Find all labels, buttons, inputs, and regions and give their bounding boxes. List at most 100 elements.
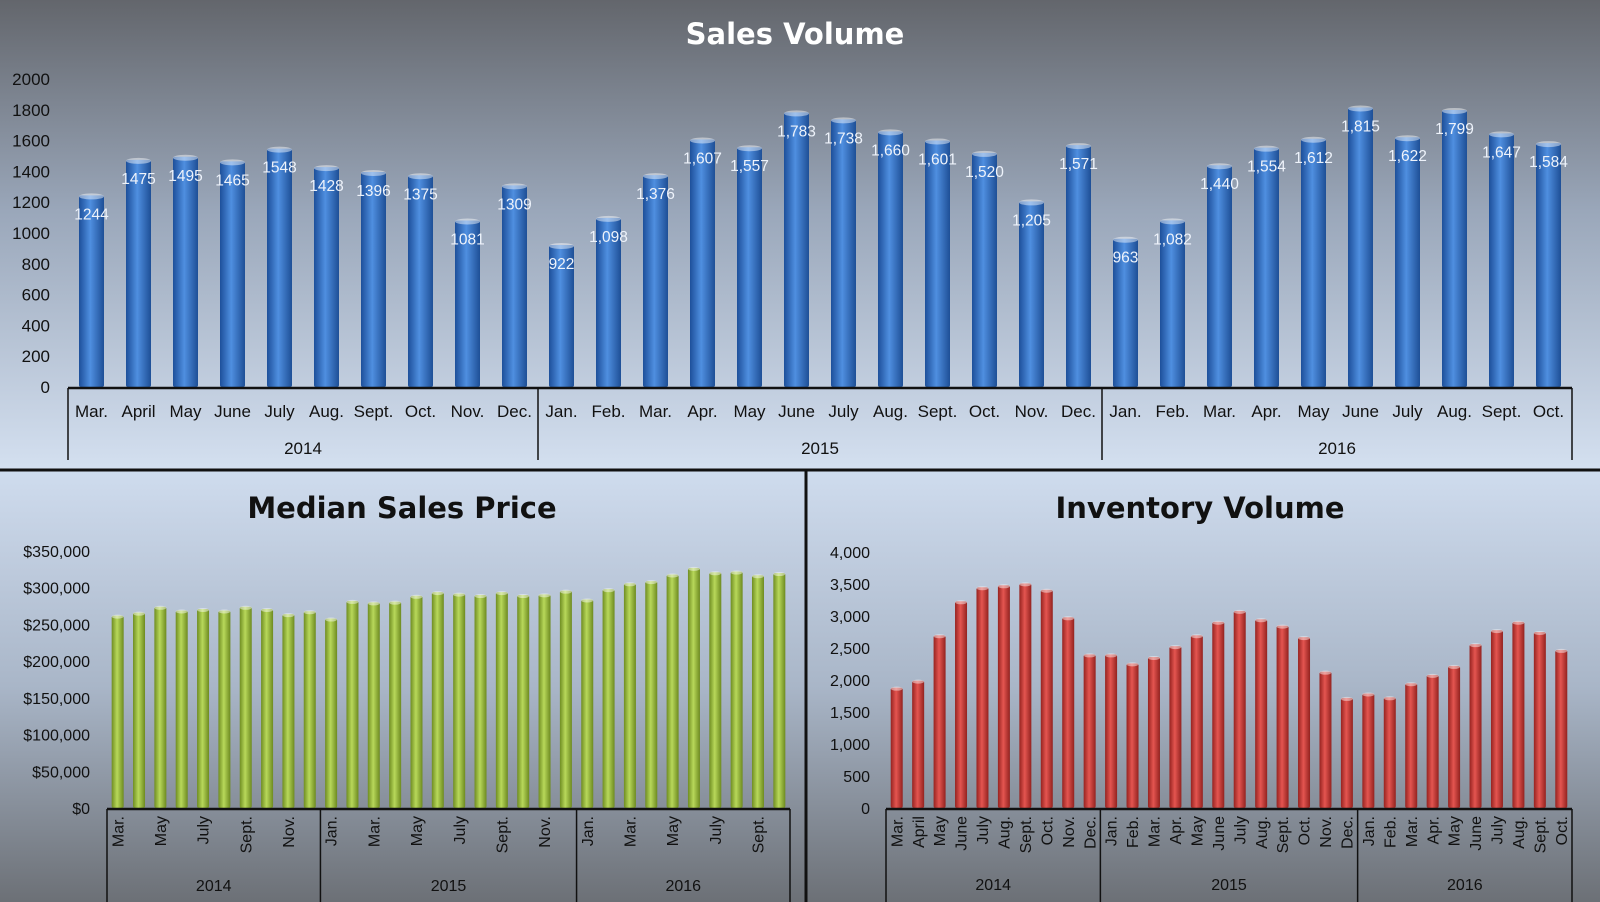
x-tick-label: June — [1468, 816, 1485, 851]
bar-highlight — [1019, 582, 1032, 587]
bar — [784, 112, 809, 387]
x-tick-label: Jan. — [1361, 816, 1378, 846]
bar-highlight — [1212, 620, 1225, 625]
bar-highlight — [878, 129, 903, 136]
bar-highlight — [643, 173, 668, 180]
x-tick-label: July — [196, 816, 213, 844]
y-tick-label: $350,000 — [23, 544, 90, 561]
bar — [1160, 220, 1185, 387]
bar-highlight — [1469, 643, 1482, 648]
data-label: 1,660 — [871, 142, 910, 159]
x-tick-label: Feb. — [1125, 816, 1142, 848]
y-tick-label: 4,000 — [830, 545, 870, 562]
bar — [346, 600, 359, 808]
data-label: 1,738 — [824, 130, 863, 147]
x-tick-label: Oct. — [1297, 816, 1314, 845]
bar-highlight — [502, 183, 527, 190]
bar-highlight — [220, 159, 245, 166]
x-tick-label: Sept. — [1018, 816, 1035, 853]
x-tick-label: Sept. — [1275, 816, 1292, 853]
x-tick-label: May — [932, 816, 949, 846]
data-label: 1,647 — [1482, 144, 1521, 161]
x-tick-label: June — [778, 402, 815, 421]
y-tick-label: 1200 — [12, 193, 50, 212]
bar — [389, 601, 402, 808]
bar — [220, 161, 245, 387]
bar — [890, 687, 903, 808]
data-label: 1396 — [356, 183, 390, 200]
data-label: 1,440 — [1200, 176, 1239, 193]
x-tick-label: Feb. — [1155, 402, 1189, 421]
bar-highlight — [173, 154, 198, 161]
bar-highlight — [126, 157, 151, 164]
y-tick-label: 200 — [22, 347, 50, 366]
bar — [538, 594, 551, 808]
bar-highlight — [154, 605, 167, 610]
y-tick-label: 600 — [22, 286, 50, 305]
x-tick-label: Mar. — [75, 402, 108, 421]
bar-highlight — [997, 584, 1010, 589]
data-label: 1375 — [403, 186, 437, 203]
bar-highlight — [1448, 664, 1461, 669]
x-tick-label: July — [828, 402, 859, 421]
bar — [623, 583, 636, 808]
bar — [1233, 610, 1246, 808]
bar — [645, 581, 658, 808]
y-tick-label: $100,000 — [23, 728, 90, 745]
x-tick-label: Apr. — [1168, 816, 1185, 844]
bar-highlight — [1207, 163, 1232, 170]
bar — [1555, 649, 1568, 808]
x-tick-label: May — [1447, 816, 1464, 846]
bar — [314, 167, 339, 387]
data-label: 1,601 — [918, 151, 957, 168]
bar-highlight — [912, 679, 925, 684]
bar — [559, 590, 572, 808]
x-tick-label: May — [1297, 402, 1330, 421]
bar-highlight — [267, 146, 292, 153]
bar — [173, 156, 198, 387]
bar-highlight — [303, 610, 316, 615]
bar-highlight — [1362, 692, 1375, 697]
bar — [1255, 619, 1268, 808]
bar — [1019, 583, 1032, 808]
bar-highlight — [955, 600, 968, 605]
x-tick-label: Sept. — [751, 816, 768, 853]
bar — [976, 587, 989, 808]
x-tick-label: July — [708, 816, 725, 844]
bar-highlight — [1255, 618, 1268, 623]
data-label: 1,584 — [1529, 154, 1568, 171]
bar-highlight — [1489, 131, 1514, 138]
bar — [596, 217, 621, 387]
bar — [1212, 621, 1225, 808]
y-tick-label: 500 — [843, 769, 870, 786]
bar-highlight — [1190, 634, 1203, 639]
bar — [1062, 617, 1075, 808]
x-tick-label: Oct. — [1554, 816, 1571, 845]
bar — [410, 595, 423, 808]
bar-highlight — [495, 591, 508, 596]
x-tick-label: Mar. — [889, 816, 906, 847]
bar — [517, 595, 530, 808]
bar-highlight — [581, 598, 594, 603]
bar-highlight — [431, 591, 444, 596]
bar — [831, 119, 856, 388]
x-tick-label: Mar. — [1147, 816, 1164, 847]
bar-highlight — [1319, 670, 1332, 675]
bar-highlight — [133, 611, 146, 616]
bar-highlight — [687, 566, 700, 571]
bar — [1040, 589, 1053, 808]
data-label: 1309 — [497, 196, 531, 213]
x-tick-label: Oct. — [1039, 816, 1056, 845]
bar — [1469, 644, 1482, 808]
bar — [1448, 665, 1461, 808]
y-tick-label: $50,000 — [32, 764, 90, 781]
x-tick-label: Jan. — [1104, 816, 1121, 846]
x-tick-label: May — [409, 816, 426, 846]
x-tick-label: July — [264, 402, 295, 421]
bar — [502, 185, 527, 387]
x-tick-label: Jan. — [580, 816, 597, 846]
bar-highlight — [933, 634, 946, 639]
x-tick-label: July — [975, 816, 992, 844]
